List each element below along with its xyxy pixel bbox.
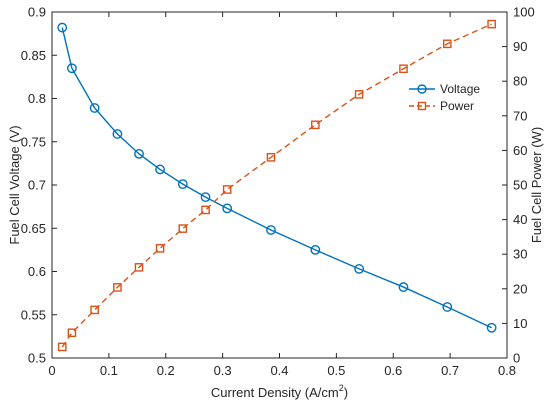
- voltage-point: [486, 322, 497, 333]
- y-left-tick-label: 0.65: [21, 221, 46, 236]
- x-tick-label: 0.2: [157, 363, 175, 378]
- legend-voltage-marker: [417, 84, 427, 94]
- voltage-point: [398, 282, 409, 292]
- voltage-point: [155, 164, 165, 175]
- voltage-point: [266, 225, 276, 235]
- power-point: [134, 263, 144, 272]
- y-left-tick-label: 0.55: [21, 307, 46, 322]
- x-tick-label: 0.8: [498, 363, 516, 378]
- legend-box: [401, 79, 500, 115]
- x-tick-label: 0.1: [100, 363, 118, 378]
- y-axis-left-label: Fuel Cell Voltage (V): [7, 125, 22, 244]
- ticks: 0 0.1 0.2 0.3 0.4 0.5 0.6 0.7 0.8 0.5 0.55 0.6 0.65 0…: [21, 5, 535, 379]
- y-left-tick-label: 0.75: [21, 134, 46, 149]
- power-point: [222, 185, 232, 194]
- y-left-tick-label: 0.9: [28, 5, 46, 20]
- legend-power-label: Power: [440, 99, 474, 113]
- voltage-point: [177, 179, 188, 190]
- plot-area: [51, 11, 508, 359]
- power-point: [67, 328, 77, 338]
- y-axis-right-label: Fuel Cell Power (W): [529, 127, 544, 243]
- y-left-tick-label: 0.85: [21, 48, 46, 63]
- y-right-tick-label: 80: [513, 74, 527, 89]
- x-tick-label: 0.4: [270, 363, 288, 378]
- power-point: [155, 244, 165, 253]
- x-tick-label: 0: [48, 363, 55, 378]
- y-right-tick-label: 60: [513, 143, 527, 158]
- y-right-tick-label: 10: [513, 316, 527, 331]
- legend-voltage-label: Voltage: [440, 82, 480, 96]
- power-point: [201, 205, 210, 215]
- y-right-tick-label: 0: [513, 351, 520, 366]
- voltage-point: [57, 22, 68, 33]
- power-point: [266, 153, 276, 162]
- series-layer: [57, 19, 497, 352]
- y-right-tick-label: 100: [513, 5, 535, 20]
- legend-power-marker: [417, 101, 427, 111]
- voltage-point: [112, 129, 123, 139]
- power-point: [442, 39, 452, 49]
- power-point: [113, 283, 122, 292]
- voltage-point: [442, 302, 453, 312]
- power-point: [57, 342, 67, 352]
- y-right-tick-label: 90: [513, 39, 527, 54]
- y-left-tick-label: 0.6: [28, 264, 46, 279]
- voltage-point: [222, 203, 233, 214]
- x-tick-label: 0.5: [327, 363, 345, 378]
- voltage-point: [354, 264, 365, 274]
- voltage-point: [89, 103, 100, 113]
- voltage-point: [134, 148, 144, 159]
- power-series-line: [61, 23, 492, 348]
- power-point: [90, 305, 99, 315]
- x-tick-label: 0.3: [214, 363, 232, 378]
- x-axis-label: Current Density (A/cm2): [211, 383, 348, 400]
- legend: Voltage Power: [401, 79, 500, 115]
- y-left-tick-label: 0.8: [28, 91, 46, 106]
- x-tick-label: 0.7: [441, 363, 459, 378]
- voltage-point: [67, 63, 77, 74]
- y-right-tick-label: 30: [513, 247, 527, 262]
- power-point: [487, 19, 496, 29]
- voltage-series-line: [61, 27, 492, 329]
- power-point: [399, 64, 408, 74]
- voltage-point: [310, 244, 321, 255]
- power-point: [311, 120, 320, 130]
- voltage-point: [200, 192, 211, 203]
- y-left-tick-label: 0.7: [28, 178, 46, 193]
- power-point: [178, 224, 188, 233]
- y-right-tick-label: 50: [513, 178, 527, 193]
- y-right-tick-label: 70: [513, 108, 527, 123]
- x-tick-label: 0.6: [384, 363, 402, 378]
- y-left-tick-label: 0.5: [28, 351, 46, 366]
- y-right-tick-label: 20: [513, 281, 527, 296]
- y-right-tick-label: 40: [513, 212, 527, 227]
- power-point: [354, 90, 364, 99]
